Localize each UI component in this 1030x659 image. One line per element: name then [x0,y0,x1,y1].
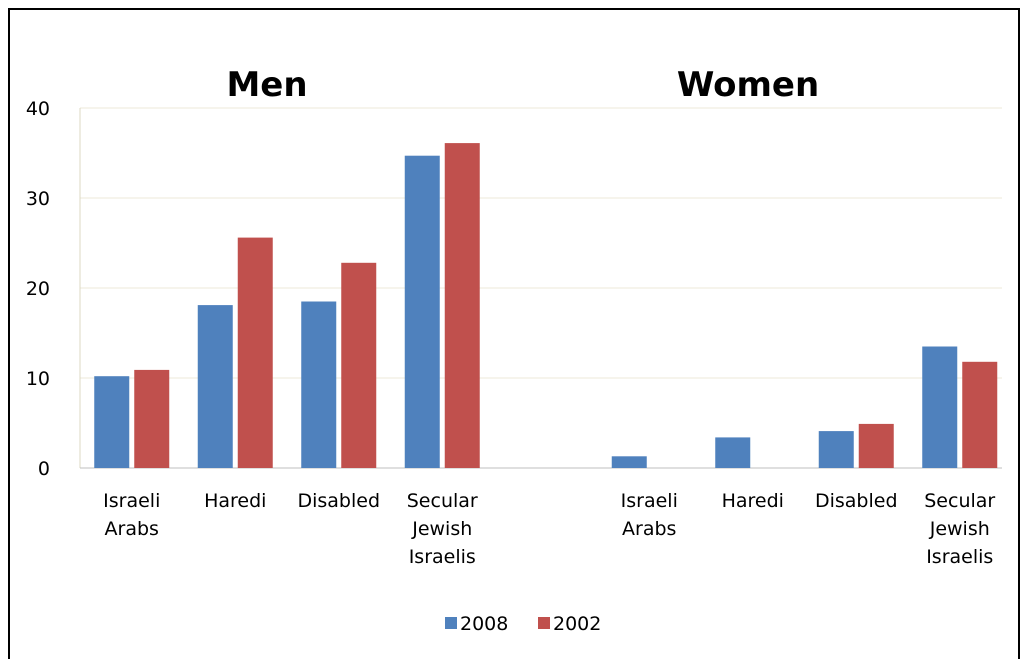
y-tick-label: 30 [26,188,50,210]
bar-women-2008[interactable] [715,437,751,468]
bar-women-2002[interactable] [962,361,998,468]
panel-title-women: Women [677,65,819,105]
category-label: Disabled [815,490,898,512]
bar-men-2002[interactable] [237,237,273,468]
bar-men-2008[interactable] [197,305,233,468]
bar-men-2002[interactable] [341,262,377,468]
bar-men-2008[interactable] [301,301,337,469]
legend-label-2002: 2002 [553,613,601,635]
category-label: Israeli Arabs [621,490,678,540]
legend-swatch-2008 [445,617,457,629]
category-label: Haredi [204,490,266,512]
category-label: Haredi [722,490,784,512]
bar-men-2008[interactable] [94,376,130,468]
bar-men-2002[interactable] [134,369,170,468]
legend-label-2008: 2008 [460,613,508,635]
category-label: Secular Jewish Israelis [924,490,995,568]
bar-women-2008[interactable] [611,456,647,468]
category-label: Secular Jewish Israelis [407,490,478,568]
category-label: Disabled [297,490,380,512]
legend-swatch-2002 [538,617,550,629]
bar-men-2002[interactable] [444,143,480,468]
y-tick-label: 0 [38,458,50,480]
y-tick-label: 10 [26,368,50,390]
bar-women-2008[interactable] [818,431,854,468]
chart-frame [8,8,1020,659]
category-label: Israeli Arabs [103,490,160,540]
bar-women-2002[interactable] [858,423,894,468]
bar-women-2008[interactable] [922,346,958,469]
panel-title-men: Men [226,65,307,105]
y-tick-label: 20 [26,278,50,300]
y-tick-label: 40 [26,98,50,120]
bar-men-2008[interactable] [404,155,440,468]
